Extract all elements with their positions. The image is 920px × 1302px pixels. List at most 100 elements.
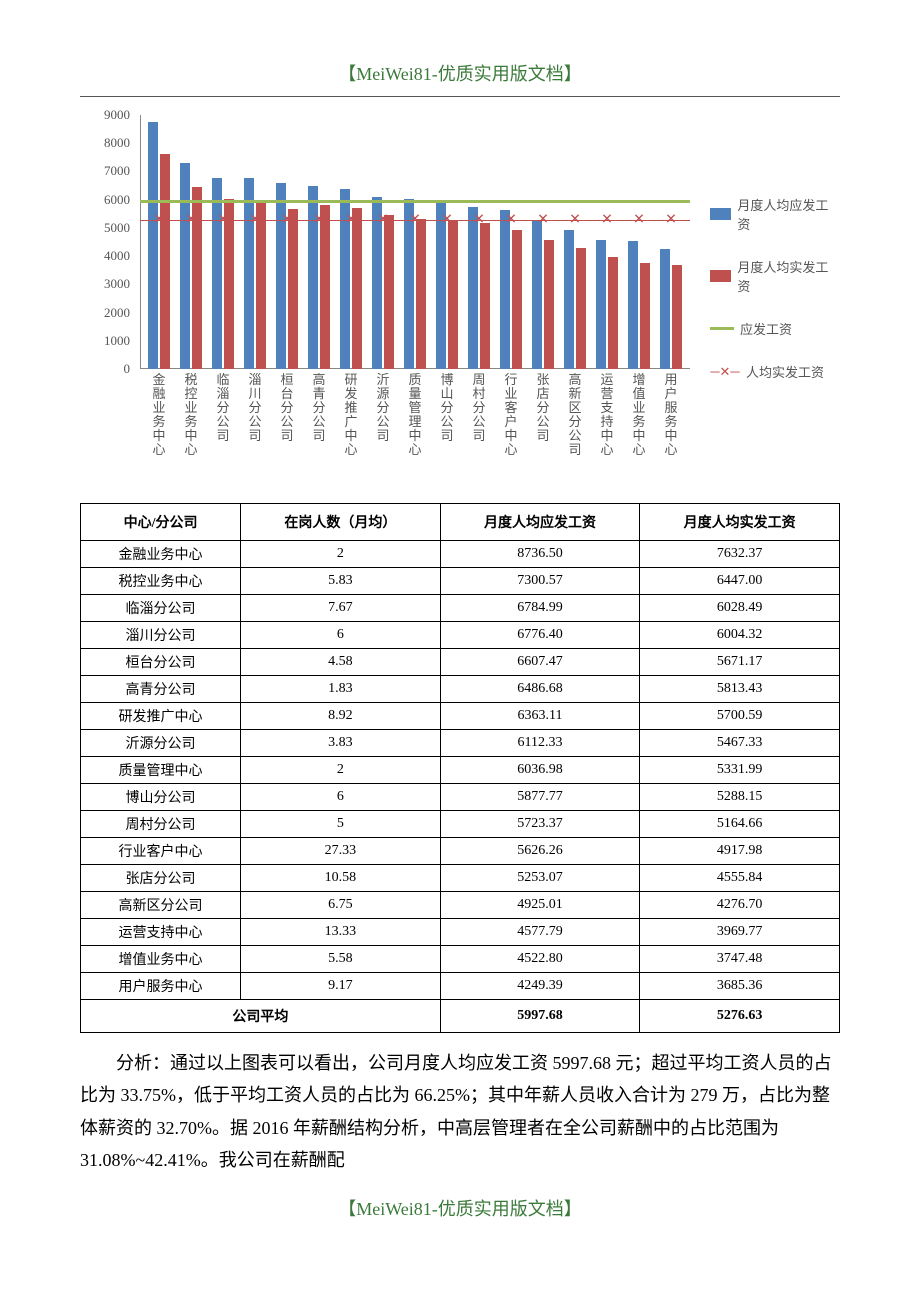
footer-brand: 【MeiWei81-优质实用版文档】 bbox=[80, 1195, 840, 1221]
table-header: 在岗人数（月均） bbox=[241, 504, 441, 541]
marker-x: ✕ bbox=[409, 212, 421, 229]
table-cell: 6036.98 bbox=[440, 757, 640, 784]
table-cell: 1.83 bbox=[241, 676, 441, 703]
header-rule bbox=[80, 96, 840, 97]
table-cell: 运营支持中心 bbox=[81, 919, 241, 946]
table-cell: 5164.66 bbox=[640, 811, 840, 838]
table-row: 高新区分公司6.754925.014276.70 bbox=[81, 892, 840, 919]
table-row: 桓台分公司4.586607.475671.17 bbox=[81, 649, 840, 676]
table-row: 行业客户中心27.335626.264917.98 bbox=[81, 838, 840, 865]
table-cell: 4276.70 bbox=[640, 892, 840, 919]
table-row: 淄川分公司66776.406004.32 bbox=[81, 622, 840, 649]
y-tick: 4000 bbox=[104, 248, 130, 264]
x-label: 沂源分公司 bbox=[375, 373, 391, 473]
table-cell: 5 bbox=[241, 811, 441, 838]
bar-series1 bbox=[148, 122, 158, 369]
x-label: 高新区分公司 bbox=[567, 373, 583, 473]
avg-shifa: 5276.63 bbox=[640, 1000, 840, 1033]
table-cell: 4249.39 bbox=[440, 973, 640, 1000]
analysis-p1: 分析：通过以上图表可以看出，公司月度人均应发工资 5997.68 元；超过平均工… bbox=[80, 1047, 840, 1177]
x-label: 运营支持中心 bbox=[599, 373, 615, 473]
table-cell: 4917.98 bbox=[640, 838, 840, 865]
y-tick: 7000 bbox=[104, 163, 130, 179]
bar-series2 bbox=[448, 220, 458, 369]
table-cell: 6028.49 bbox=[640, 595, 840, 622]
table-cell: 6776.40 bbox=[440, 622, 640, 649]
table-cell: 临淄分公司 bbox=[81, 595, 241, 622]
y-tick: 0 bbox=[124, 361, 131, 377]
marker-x: ✕ bbox=[281, 212, 293, 229]
table-cell: 6784.99 bbox=[440, 595, 640, 622]
table-cell: 税控业务中心 bbox=[81, 568, 241, 595]
x-label: 周村分公司 bbox=[471, 373, 487, 473]
bar-series2 bbox=[672, 265, 682, 369]
table-cell: 张店分公司 bbox=[81, 865, 241, 892]
x-label: 金融业务中心 bbox=[151, 373, 167, 473]
analysis-text: 分析：通过以上图表可以看出，公司月度人均应发工资 5997.68 元；超过平均工… bbox=[80, 1047, 840, 1177]
table-cell: 5813.43 bbox=[640, 676, 840, 703]
table-cell: 增值业务中心 bbox=[81, 946, 241, 973]
table-row: 临淄分公司7.676784.996028.49 bbox=[81, 595, 840, 622]
bar-series2 bbox=[512, 230, 522, 369]
x-label: 质量管理中心 bbox=[407, 373, 423, 473]
table-cell: 淄川分公司 bbox=[81, 622, 241, 649]
bar-series2 bbox=[352, 208, 362, 369]
y-tick: 8000 bbox=[104, 135, 130, 151]
marker-x: ✕ bbox=[537, 212, 549, 229]
table-cell: 6 bbox=[241, 784, 441, 811]
x-label: 研发推广中心 bbox=[343, 373, 359, 473]
table-cell: 6.75 bbox=[241, 892, 441, 919]
y-tick: 3000 bbox=[104, 276, 130, 292]
marker-x: ✕ bbox=[569, 212, 581, 229]
marker-x: ✕ bbox=[441, 212, 453, 229]
marker-x: ✕ bbox=[345, 212, 357, 229]
table-row: 金融业务中心28736.507632.37 bbox=[81, 541, 840, 568]
marker-x: ✕ bbox=[601, 212, 613, 229]
table-row: 高青分公司1.836486.685813.43 bbox=[81, 676, 840, 703]
bar-series1 bbox=[212, 178, 222, 369]
table-cell: 8736.50 bbox=[440, 541, 640, 568]
bar-series2 bbox=[608, 257, 618, 369]
table-cell: 6486.68 bbox=[440, 676, 640, 703]
marker-x: ✕ bbox=[153, 212, 165, 229]
table-cell: 5671.17 bbox=[640, 649, 840, 676]
table-cell: 用户服务中心 bbox=[81, 973, 241, 1000]
avg-yingfa: 5997.68 bbox=[440, 1000, 640, 1033]
table-cell: 7.67 bbox=[241, 595, 441, 622]
table-avg-row: 公司平均5997.685276.63 bbox=[81, 1000, 840, 1033]
legend-series1: 月度人均应发工资 bbox=[737, 195, 830, 233]
salary-bar-chart: 0100020003000400050006000700080009000 ✕✕… bbox=[80, 115, 840, 485]
legend-marker: 人均实发工资 bbox=[746, 362, 824, 381]
x-label: 行业客户中心 bbox=[503, 373, 519, 473]
bar-series1 bbox=[500, 210, 510, 369]
avg-label: 公司平均 bbox=[81, 1000, 441, 1033]
table-row: 周村分公司55723.375164.66 bbox=[81, 811, 840, 838]
bar-series2 bbox=[576, 248, 586, 369]
bar-series2 bbox=[480, 223, 490, 369]
table-cell: 4577.79 bbox=[440, 919, 640, 946]
table-cell: 5331.99 bbox=[640, 757, 840, 784]
chart-legend: 月度人均应发工资 月度人均实发工资 应发工资 ─✕─ 人均实发工资 bbox=[710, 195, 830, 405]
bar-series2 bbox=[384, 215, 394, 369]
bar-series2 bbox=[320, 205, 330, 369]
table-cell: 周村分公司 bbox=[81, 811, 241, 838]
table-cell: 27.33 bbox=[241, 838, 441, 865]
bar-series2 bbox=[288, 209, 298, 369]
marker-x: ✕ bbox=[473, 212, 485, 229]
table-cell: 6447.00 bbox=[640, 568, 840, 595]
y-tick: 2000 bbox=[104, 305, 130, 321]
marker-x: ✕ bbox=[217, 212, 229, 229]
bar-series1 bbox=[596, 240, 606, 369]
table-cell: 4522.80 bbox=[440, 946, 640, 973]
bar-series2 bbox=[640, 263, 650, 369]
table-cell: 5.58 bbox=[241, 946, 441, 973]
table-cell: 6607.47 bbox=[440, 649, 640, 676]
table-row: 博山分公司65877.775288.15 bbox=[81, 784, 840, 811]
table-header: 月度人均应发工资 bbox=[440, 504, 640, 541]
y-tick: 6000 bbox=[104, 192, 130, 208]
table-cell: 博山分公司 bbox=[81, 784, 241, 811]
table-cell: 5.83 bbox=[241, 568, 441, 595]
y-tick: 9000 bbox=[104, 107, 130, 123]
table-cell: 高青分公司 bbox=[81, 676, 241, 703]
marker-x: ✕ bbox=[249, 212, 261, 229]
